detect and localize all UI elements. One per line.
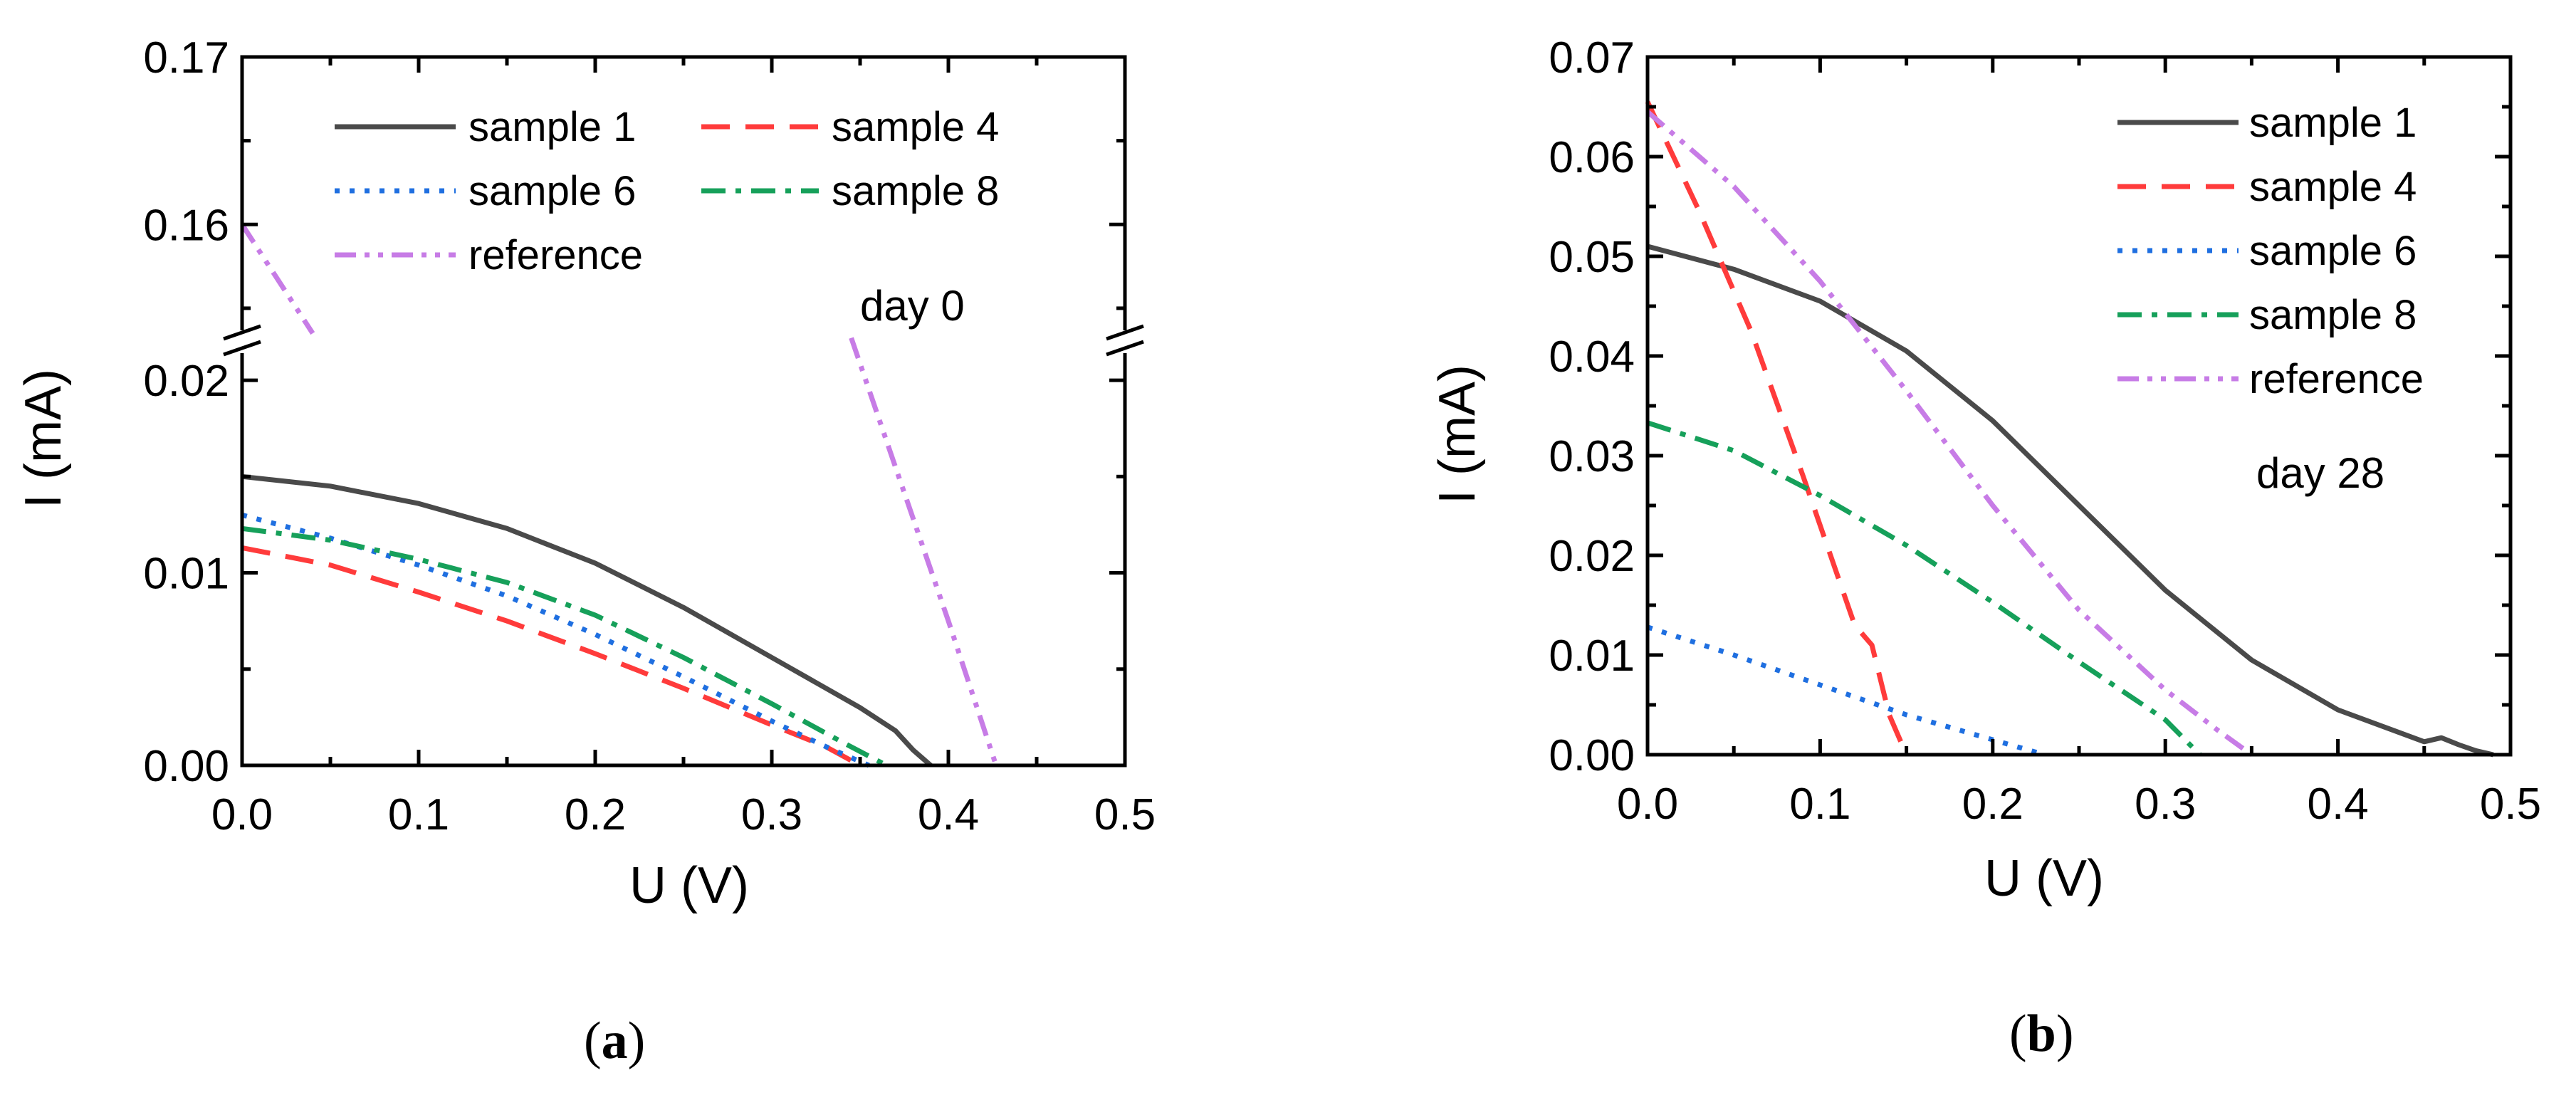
y-tick-label: 0.05 [1549, 233, 1635, 282]
x-tick-label: 0.1 [1789, 780, 1850, 829]
series-line-reference [240, 223, 315, 335]
legend-label-reference: reference [2249, 356, 2424, 402]
x-tick-label: 0.4 [2307, 780, 2368, 829]
y-tick-label: 0.00 [143, 742, 229, 791]
series-group [240, 223, 999, 768]
x-tick-label: 0.3 [741, 790, 802, 839]
axis-break-mark [223, 340, 261, 357]
chart-b: 0.0 0.1 0.2 0.3 0.4 0.5 0.00 0.01 0.02 0.03 0.04 0.… [1429, 33, 2541, 907]
y-tick-label: 0.02 [143, 357, 229, 406]
annotation-day-0: day 0 [860, 282, 965, 330]
y-tick-label: 0.01 [143, 550, 229, 599]
legend: sample 1 sample 4 sample 6 sample 8 refe… [2117, 100, 2424, 402]
caption-a: (a) [584, 1011, 645, 1072]
y-axis-title: I (mA) [1429, 365, 1486, 504]
legend-label-sample-4: sample 4 [832, 104, 999, 150]
series-line-sample1 [241, 473, 933, 768]
y-tick-label: 0.03 [1549, 432, 1635, 481]
x-tick-label: 0.0 [1617, 780, 1678, 829]
series-line-reference [1645, 110, 2253, 757]
x-tick-label: 0.2 [1962, 780, 2023, 829]
x-tick-label: 0.5 [1094, 790, 1156, 839]
caption-a-text: (a) [584, 1012, 646, 1070]
legend-label-sample-6: sample 6 [2249, 228, 2417, 274]
legend-label-sample-1: sample 1 [468, 104, 636, 150]
axis-break-mark [1106, 340, 1144, 357]
tick-group: 0.0 0.1 0.2 0.3 0.4 0.5 0.00 0.01 0.02 0.16 0.17 [143, 33, 1156, 839]
y-tick-label: 0.02 [1549, 532, 1635, 581]
series-line-sample8 [1646, 420, 2202, 757]
tick-group: 0.0 0.1 0.2 0.3 0.4 0.5 0.00 0.01 0.02 0.03 0.04 0.… [1549, 33, 2541, 829]
y-tick-label: 0.07 [1549, 33, 1635, 83]
x-tick-label: 0.0 [211, 790, 273, 839]
y-tick-label: 0.16 [143, 201, 229, 250]
legend-label-sample-1: sample 1 [2249, 100, 2417, 146]
x-tick-label: 0.2 [565, 790, 626, 839]
series-group [1645, 100, 2494, 758]
y-tick-label: 0.06 [1549, 133, 1635, 182]
x-axis-title: U (V) [629, 857, 749, 914]
legend: sample 1 sample 4 sample 6 sample 8 refe… [335, 104, 999, 278]
x-tick-label: 0.1 [388, 790, 449, 839]
legend-label-sample-4: sample 4 [2249, 164, 2417, 210]
legend-label-sample-8: sample 8 [2249, 292, 2417, 338]
series-line-sample1 [1647, 243, 2494, 758]
legend-label-sample-8: sample 8 [832, 168, 999, 214]
chart-a: 0.0 0.1 0.2 0.3 0.4 0.5 0.00 0.01 0.02 0.16 0.17 U… [15, 33, 1156, 914]
y-tick-label: 0.04 [1549, 332, 1635, 382]
y-tick-label: 0.01 [1549, 632, 1635, 681]
annotation-day-28: day 28 [2256, 449, 2384, 497]
axis-break-mark [1106, 324, 1144, 341]
y-tick-label: 0.00 [1549, 731, 1635, 780]
series-line-sample6 [1646, 624, 2046, 758]
caption-b-text: (b) [2009, 1005, 2074, 1063]
y-tick-label: 0.17 [143, 33, 229, 83]
series-line-sample8 [241, 525, 888, 768]
x-tick-label: 0.3 [2135, 780, 2196, 829]
series-line-sample4 [241, 545, 862, 768]
legend-label-sample-6: sample 6 [468, 168, 636, 214]
x-tick-label: 0.5 [2480, 780, 2541, 829]
axis-break-mark [223, 324, 261, 341]
caption-b: (b) [2009, 1004, 2073, 1064]
y-axis-title: I (mA) [15, 369, 72, 508]
legend-label-reference: reference [468, 232, 643, 278]
series-line-sample4 [1645, 100, 1909, 756]
x-tick-label: 0.4 [918, 790, 979, 839]
x-axis-title: U (V) [1984, 850, 2104, 907]
series-line-reference [849, 337, 999, 767]
